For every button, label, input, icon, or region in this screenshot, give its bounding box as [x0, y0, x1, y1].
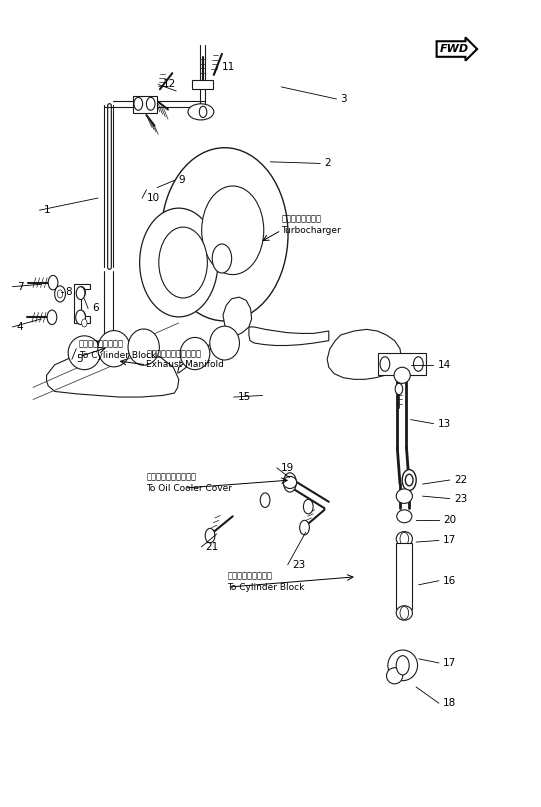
Text: Exhaust Manifold: Exhaust Manifold: [147, 361, 225, 370]
Text: 23: 23: [292, 559, 305, 570]
Text: 11: 11: [222, 62, 235, 72]
Text: To Cylinder Block: To Cylinder Block: [227, 583, 305, 592]
Ellipse shape: [394, 367, 410, 383]
Circle shape: [57, 290, 63, 298]
Text: FWD: FWD: [439, 44, 469, 54]
Circle shape: [396, 655, 409, 675]
Text: シリンダブロックへ: シリンダブロックへ: [79, 340, 124, 349]
Circle shape: [395, 383, 403, 395]
Ellipse shape: [98, 331, 130, 367]
Ellipse shape: [210, 326, 240, 360]
Text: 18: 18: [443, 698, 457, 709]
Circle shape: [300, 521, 309, 535]
Ellipse shape: [388, 650, 418, 680]
Ellipse shape: [68, 336, 101, 370]
Text: 1: 1: [44, 205, 50, 215]
Ellipse shape: [188, 104, 214, 120]
Text: 12: 12: [163, 79, 176, 90]
Circle shape: [199, 107, 207, 118]
Ellipse shape: [128, 329, 160, 366]
Text: 13: 13: [438, 419, 451, 429]
Circle shape: [76, 310, 85, 324]
Ellipse shape: [140, 208, 218, 317]
Circle shape: [47, 310, 57, 324]
Polygon shape: [74, 284, 90, 323]
Ellipse shape: [386, 667, 403, 684]
Text: 9: 9: [179, 175, 186, 186]
Ellipse shape: [396, 606, 412, 621]
Circle shape: [48, 275, 58, 290]
Circle shape: [260, 493, 270, 508]
Polygon shape: [47, 349, 179, 397]
Text: 17: 17: [443, 536, 457, 546]
Circle shape: [402, 470, 416, 491]
Text: 4: 4: [17, 322, 23, 332]
Circle shape: [283, 473, 296, 492]
Bar: [378, 353, 426, 375]
Text: To Oil Cooler Cover: To Oil Cooler Cover: [147, 483, 233, 492]
Ellipse shape: [161, 148, 288, 321]
Circle shape: [76, 286, 85, 299]
Bar: [396, 543, 412, 609]
Circle shape: [78, 311, 85, 322]
Bar: [192, 80, 213, 90]
Text: 16: 16: [443, 575, 457, 586]
Circle shape: [413, 357, 423, 371]
Text: ターボチャージャ: ターボチャージャ: [281, 215, 321, 224]
Text: オイルクーラカバーへ: オイルクーラカバーへ: [147, 472, 196, 481]
Text: Turbocharger: Turbocharger: [281, 226, 341, 235]
Text: 15: 15: [238, 392, 252, 402]
Circle shape: [400, 607, 408, 620]
Polygon shape: [249, 327, 329, 345]
Ellipse shape: [397, 510, 412, 523]
Bar: [133, 96, 157, 114]
Text: 8: 8: [65, 287, 72, 297]
Circle shape: [78, 286, 85, 298]
Ellipse shape: [159, 227, 207, 298]
Circle shape: [134, 98, 143, 111]
Text: 2: 2: [325, 158, 331, 169]
Circle shape: [380, 357, 390, 371]
Circle shape: [55, 286, 65, 302]
Circle shape: [212, 244, 232, 273]
Text: To Cylinder Block: To Cylinder Block: [79, 351, 156, 360]
Ellipse shape: [180, 337, 210, 370]
Circle shape: [205, 529, 215, 543]
Polygon shape: [177, 297, 252, 373]
Text: 21: 21: [206, 541, 219, 552]
Text: 10: 10: [147, 193, 160, 203]
Text: 22: 22: [454, 475, 467, 485]
Circle shape: [400, 533, 408, 546]
Ellipse shape: [396, 489, 412, 504]
Text: 17: 17: [443, 658, 457, 668]
Ellipse shape: [202, 186, 264, 274]
Circle shape: [405, 475, 413, 486]
Text: 23: 23: [454, 494, 467, 504]
Text: エキゾーストマニホルド: エキゾーストマニホルド: [147, 349, 201, 358]
Text: シリンダブロックへ: シリンダブロックへ: [227, 571, 272, 580]
Text: 5: 5: [76, 354, 83, 364]
Text: 19: 19: [281, 463, 294, 473]
Circle shape: [147, 98, 155, 111]
Circle shape: [82, 319, 87, 327]
Text: 20: 20: [443, 516, 456, 525]
Ellipse shape: [283, 476, 296, 488]
Polygon shape: [327, 329, 401, 379]
Text: 6: 6: [93, 303, 99, 313]
Ellipse shape: [396, 532, 412, 546]
Circle shape: [304, 500, 313, 514]
Text: 14: 14: [438, 360, 451, 370]
Text: 3: 3: [341, 94, 347, 104]
Text: 7: 7: [17, 282, 23, 291]
